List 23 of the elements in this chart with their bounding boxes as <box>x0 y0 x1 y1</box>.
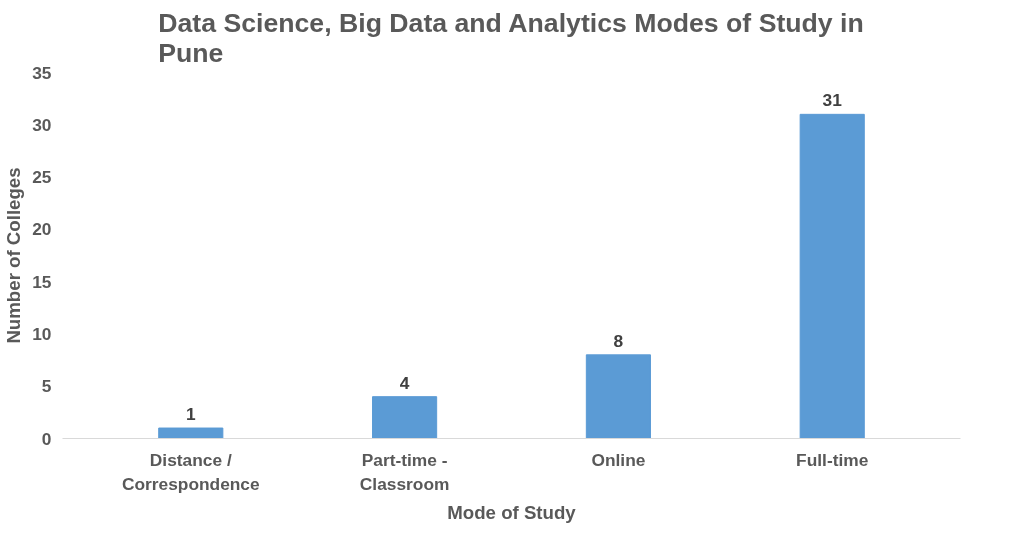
bar <box>799 113 865 439</box>
x-tick-label: Part-time - Classroom <box>359 449 450 494</box>
y-tick-label: 30 <box>32 114 52 135</box>
y-axis-title: Number of Colleges <box>3 167 25 344</box>
chart-title: Data Science, Big Data and Analytics Modes of Study in Pune <box>158 7 864 68</box>
y-tick-label: 0 <box>41 428 52 449</box>
x-tick-label: Full-time <box>796 449 869 470</box>
bar <box>372 396 438 439</box>
data-label: 4 <box>399 372 410 393</box>
y-tick-label: 25 <box>32 167 52 188</box>
data-label: 31 <box>822 90 843 111</box>
data-label: 1 <box>185 404 196 425</box>
x-axis-title: Mode of Study <box>447 501 577 523</box>
y-tick-label: 5 <box>41 376 52 397</box>
x-tick-label: Distance / Correspondence <box>121 449 260 494</box>
y-tick-label: 20 <box>32 219 52 240</box>
data-label: 8 <box>613 330 624 351</box>
x-tick-label: Online <box>591 449 646 470</box>
y-tick-label: 35 <box>32 62 52 83</box>
bar <box>585 354 651 439</box>
y-tick-label: 15 <box>32 271 52 292</box>
bar <box>158 427 224 439</box>
y-tick-label: 10 <box>32 323 52 344</box>
